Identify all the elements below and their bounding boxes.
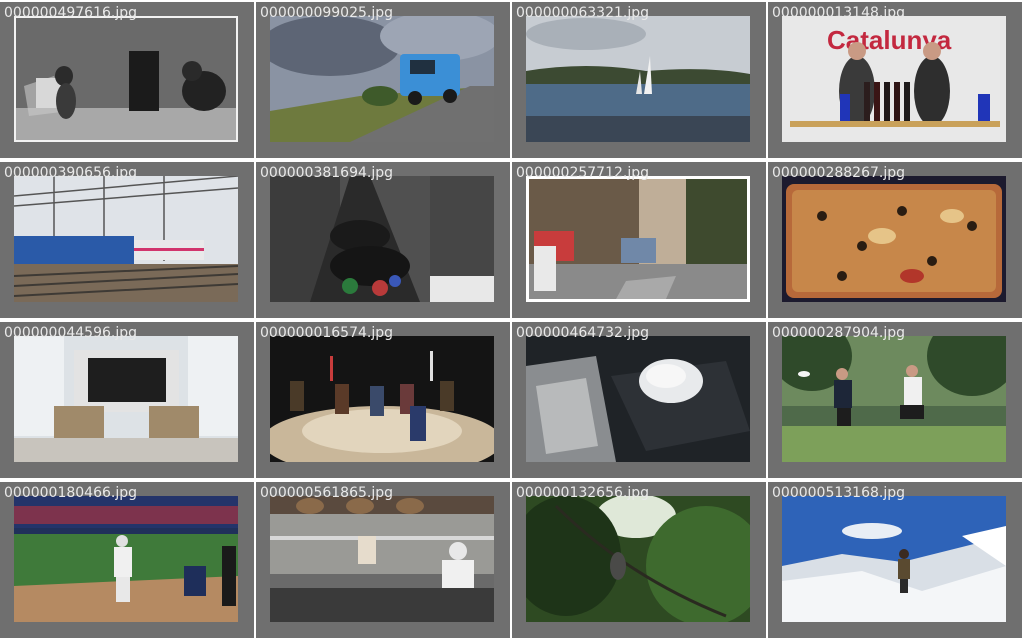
image-filename: 000000063321.jpg — [516, 5, 649, 21]
image-tile[interactable]: 000000381694.jpg — [256, 162, 510, 318]
image-thumbnail[interactable] — [14, 336, 238, 462]
image-tile[interactable]: 000000561865.jpg — [256, 482, 510, 638]
image-thumbnail[interactable] — [782, 336, 1006, 462]
image-filename: 000000288267.jpg — [772, 165, 905, 181]
image-thumbnail[interactable] — [14, 496, 238, 622]
image-tile[interactable]: 000000257712.jpg — [512, 162, 766, 318]
image-thumbnail[interactable] — [270, 336, 494, 462]
image-tile[interactable]: 000000390656.jpg — [0, 162, 254, 318]
image-thumbnail[interactable] — [14, 16, 238, 142]
image-thumbnail[interactable] — [526, 336, 750, 462]
image-thumbnail[interactable] — [270, 16, 494, 142]
image-tile[interactable]: 000000016574.jpg — [256, 322, 510, 478]
image-thumbnail[interactable]: Catalunya — [782, 16, 1006, 142]
image-filename: 000000013148.jpg — [772, 5, 905, 21]
image-thumbnail[interactable] — [526, 16, 750, 142]
image-thumbnail[interactable] — [782, 176, 1006, 302]
image-tile[interactable]: 000000063321.jpg — [512, 2, 766, 158]
image-filename: 000000257712.jpg — [516, 165, 649, 181]
image-filename: 000000099025.jpg — [260, 5, 393, 21]
image-thumbnail[interactable] — [270, 176, 494, 302]
image-filename: 000000287904.jpg — [772, 325, 905, 341]
image-filename: 000000497616.jpg — [4, 5, 137, 21]
image-tile[interactable]: 000000288267.jpg — [768, 162, 1022, 318]
image-thumbnail[interactable] — [526, 176, 750, 302]
image-tile[interactable]: 000000497616.jpg — [0, 2, 254, 158]
image-filename: 000000132656.jpg — [516, 485, 649, 501]
image-thumbnail[interactable] — [526, 496, 750, 622]
image-thumbnail[interactable] — [14, 176, 238, 302]
image-filename: 000000513168.jpg — [772, 485, 905, 501]
image-tile[interactable]: 000000044596.jpg — [0, 322, 254, 478]
image-filename: 000000561865.jpg — [260, 485, 393, 501]
image-tile[interactable]: 000000513168.jpg — [768, 482, 1022, 638]
image-tile[interactable]: 000000464732.jpg — [512, 322, 766, 478]
image-filename: 000000180466.jpg — [4, 485, 137, 501]
image-tile[interactable]: 000000180466.jpg — [0, 482, 254, 638]
image-thumbnail[interactable] — [270, 496, 494, 622]
image-tile[interactable]: 000000287904.jpg — [768, 322, 1022, 478]
image-filename: 000000381694.jpg — [260, 165, 393, 181]
image-thumbnail[interactable] — [782, 496, 1006, 622]
image-tile[interactable]: Catalunya 000000013148.jpg — [768, 2, 1022, 158]
image-filename: 000000464732.jpg — [516, 325, 649, 341]
image-filename: 000000044596.jpg — [4, 325, 137, 341]
image-filename: 000000390656.jpg — [4, 165, 137, 181]
image-tile[interactable]: 000000132656.jpg — [512, 482, 766, 638]
image-filename: 000000016574.jpg — [260, 325, 393, 341]
image-tile[interactable]: 000000099025.jpg — [256, 2, 510, 158]
